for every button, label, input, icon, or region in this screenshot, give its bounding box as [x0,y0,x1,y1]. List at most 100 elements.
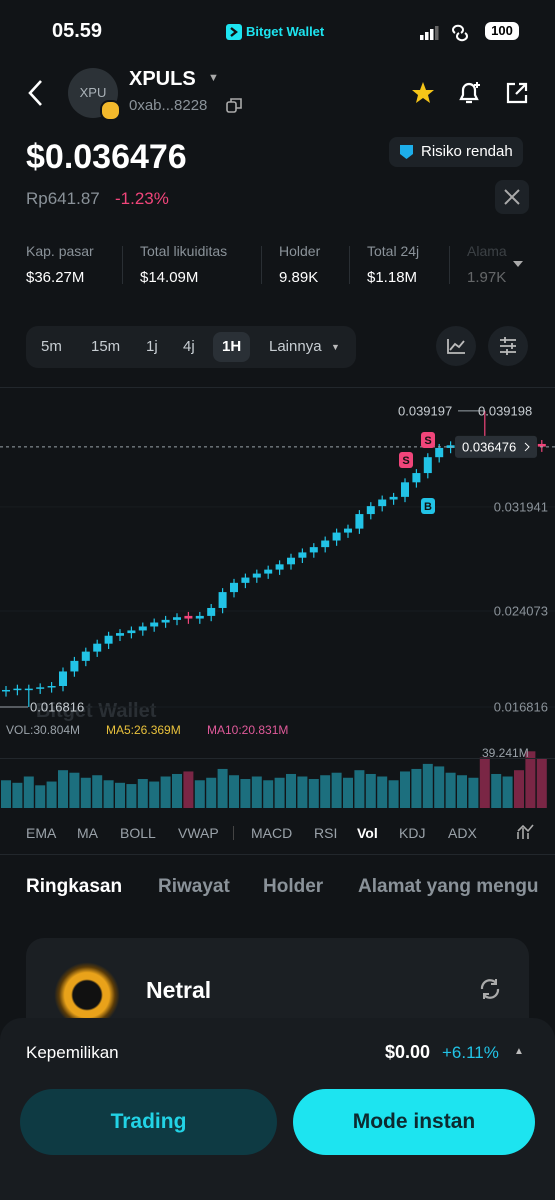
x-social-button[interactable] [495,180,529,214]
holdings-value: $0.00 [385,1042,431,1062]
volume-bar [320,775,331,808]
tab[interactable]: Ringkasan [26,876,123,897]
volume-bar [80,777,91,808]
volume-bar [240,779,251,808]
volume-bar [12,782,23,808]
volume-bar [365,773,376,808]
holdings-label: Kepemilikan [26,1043,119,1062]
tab[interactable]: Holder [263,876,324,897]
expand-caret[interactable]: ▲ [514,1046,524,1057]
indicator-option[interactable]: VWAP [178,825,219,841]
token-name: XPULS [129,68,196,90]
divider [0,387,555,388]
tab[interactable]: Alamat yang mengu [358,876,539,897]
copy-button[interactable] [226,97,242,113]
volume-bar [354,770,365,808]
volume-bar [411,768,422,808]
candle-body [116,633,124,636]
candle-body [537,443,546,447]
volume-bar [1,780,11,808]
volume-bar [160,776,171,808]
price-idr: Rp641.87 [26,189,100,208]
volume-bar [172,773,182,808]
volume-bar [343,777,353,808]
indicator-option[interactable]: MA [77,825,98,841]
candle-body [218,592,227,608]
candle-body [423,457,432,474]
volume-bar [525,751,536,808]
share-button[interactable] [504,80,530,106]
back-button[interactable] [26,79,46,107]
stat-divider [261,246,262,284]
timeframe-option[interactable]: Lainnya [269,338,322,355]
dropdown-caret[interactable]: ▼ [331,342,340,352]
volume-bar [92,775,103,808]
trade-marker [421,498,435,514]
instant-mode-button[interactable]: Mode instan [293,1089,535,1155]
indicator-option[interactable]: Vol [357,825,378,841]
candle-body [2,689,10,692]
volume-bar [23,776,34,808]
indicator-option[interactable]: BOLL [120,825,156,841]
alert-button[interactable] [456,79,484,107]
current-price-label: 0.036476 [462,439,516,454]
y-tick-label: 0.016816 [494,700,548,715]
indicator-option[interactable]: ADX [448,825,477,841]
tab[interactable]: Riwayat [158,876,230,897]
stat-label: Holder [279,243,321,259]
current-price-arrow [524,442,530,452]
candle-body [401,482,409,497]
indicator-option[interactable]: EMA [26,825,57,841]
battery: 100 [485,22,519,40]
sentiment-label: Netral [146,977,212,1003]
candle-body [275,564,284,570]
token-address: 0xab...8228 [129,97,208,114]
high-label: 0.039198 [478,403,532,418]
chart-type-button[interactable] [436,326,476,366]
candle-body [150,622,159,627]
volume-bar [388,780,399,808]
stats-expand[interactable] [512,259,524,269]
timeframe-option[interactable]: 1H [213,332,251,362]
volume-bar [502,776,513,808]
volume-bar [479,757,490,808]
timeframe-option[interactable]: 4j [183,338,195,355]
volume-bar [103,780,114,808]
favorite-button[interactable] [410,80,436,106]
trading-button[interactable]: Trading [20,1089,277,1155]
candle-body [378,499,387,507]
x-icon [504,189,520,205]
volume-bar [308,779,319,808]
timeframe-option[interactable]: 15m [91,338,121,355]
volume-bar [468,777,479,808]
stat-label: Total likuiditas [140,243,228,259]
volume-bar [217,768,228,808]
chart-settings-button[interactable] [488,326,528,366]
volume-label: VOL:30.804M [6,723,80,737]
candle-body [412,473,421,483]
risk-badge[interactable]: Risiko rendah [389,137,523,167]
indicator-option[interactable]: RSI [314,825,338,841]
volume-bar [149,781,160,808]
volume-bar [377,776,388,808]
candle-body [104,635,113,644]
candle-body [298,552,307,558]
trade-marker-label: B [424,501,432,513]
ma5-label: MA5:26.369M [106,723,181,737]
price-chart: Bitget Wallet 0.0168160.0240730.0319410.0… [0,403,555,808]
price-change: -1.23% [115,189,169,208]
timeframe-option[interactable]: 1j [146,338,158,355]
dropdown-caret[interactable]: ▼ [208,72,219,84]
indicator-settings[interactable] [516,823,534,841]
timeframe-option[interactable]: 5m [41,338,62,355]
refresh-button[interactable] [478,977,502,1001]
indicator-option[interactable]: MACD [251,825,293,841]
volume-bar [183,771,194,808]
indicator-option[interactable]: KDJ [399,825,426,841]
ma10-label: MA10:20.831M [207,723,288,737]
volume-bar [251,776,262,808]
holdings-change: +6.11% [442,1043,499,1062]
volume-bar [400,771,410,808]
candle-body [47,686,56,688]
